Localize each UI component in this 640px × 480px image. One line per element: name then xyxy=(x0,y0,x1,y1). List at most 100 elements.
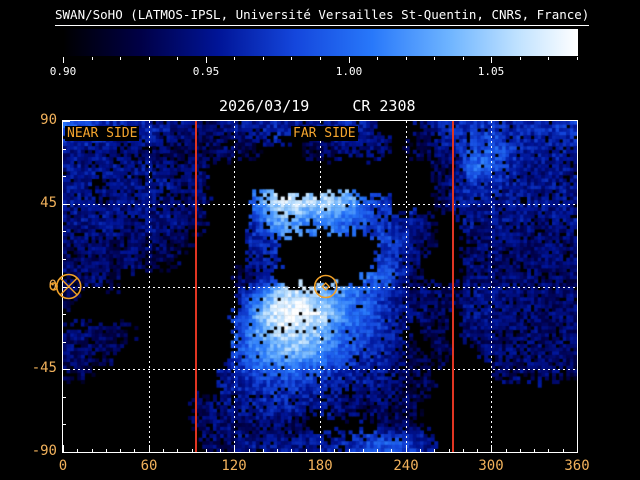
x-axis-minor-tick xyxy=(563,449,564,452)
x-axis-minor-tick xyxy=(477,449,478,452)
colorbar-minor-tick xyxy=(377,57,378,60)
near-far-boundary-line xyxy=(452,121,454,452)
x-axis-minor-tick xyxy=(306,449,307,452)
colorbar-major-tick xyxy=(206,57,207,63)
near-side-label: NEAR SIDE xyxy=(65,126,140,141)
x-axis-minor-tick xyxy=(177,449,178,452)
colorbar-minor-tick xyxy=(320,57,321,60)
x-axis-tick-label: 120 xyxy=(221,458,247,474)
colorbar-major-tick xyxy=(349,57,350,63)
y-axis-minor-tick xyxy=(63,231,66,232)
colorbar-minor-tick xyxy=(463,57,464,60)
y-axis-tick-label: -90 xyxy=(31,443,57,459)
colorbar-minor-tick xyxy=(92,57,93,60)
x-axis-tick-label: 300 xyxy=(478,458,504,474)
x-axis-major-tick xyxy=(63,445,64,452)
y-axis-major-tick xyxy=(63,121,70,122)
y-axis-minor-tick xyxy=(63,342,66,343)
colorbar-minor-tick xyxy=(520,57,521,60)
date-label: 2026/03/19 xyxy=(219,97,310,115)
y-axis-tick-label: -45 xyxy=(31,360,57,376)
colorbar-minor-tick xyxy=(406,57,407,60)
x-gridline xyxy=(491,121,492,452)
y-axis-minor-tick xyxy=(63,397,66,398)
carrington-rotation-label: CR 2308 xyxy=(352,97,416,115)
colorbar-minor-tick xyxy=(577,57,578,60)
x-axis-major-tick xyxy=(234,445,235,452)
colorbar-tick-label: 0.95 xyxy=(192,65,220,78)
x-axis-tick-label: 360 xyxy=(564,458,590,474)
colorbar-minor-tick xyxy=(234,57,235,60)
x-axis-tick-label: 0 xyxy=(58,458,68,474)
x-axis-minor-tick xyxy=(77,449,78,452)
x-axis-minor-tick xyxy=(520,449,521,452)
x-axis-minor-tick xyxy=(220,449,221,452)
y-axis-tick-label: 90 xyxy=(40,112,57,128)
x-axis-minor-tick xyxy=(506,449,507,452)
colorbar-tick-label: 0.90 xyxy=(49,65,77,78)
colorbar-tick-label: 1.05 xyxy=(477,65,505,78)
x-axis-minor-tick xyxy=(134,449,135,452)
x-axis-minor-tick xyxy=(420,449,421,452)
x-axis-minor-tick xyxy=(106,449,107,452)
colorbar-minor-tick xyxy=(177,57,178,60)
map-plot: NEAR SIDE FAR SIDE xyxy=(62,120,578,453)
figure-subtitle: 2026/03/19 CR 2308 xyxy=(219,98,416,115)
x-axis-minor-tick xyxy=(391,449,392,452)
colorbar-major-tick xyxy=(63,57,64,63)
y-axis-major-tick xyxy=(63,287,70,288)
y-axis-minor-tick xyxy=(63,424,66,425)
x-axis-minor-tick xyxy=(277,449,278,452)
y-axis-minor-tick xyxy=(63,314,66,315)
y-axis-major-tick xyxy=(63,204,70,205)
x-axis-minor-tick xyxy=(449,449,450,452)
x-axis-tick-label: 180 xyxy=(307,458,333,474)
x-gridline xyxy=(234,121,235,452)
x-axis-minor-tick xyxy=(363,449,364,452)
colorbar-minor-tick xyxy=(149,57,150,60)
y-axis-tick-label: 0 xyxy=(48,278,57,294)
x-gridline xyxy=(406,121,407,452)
x-axis-tick-label: 240 xyxy=(393,458,419,474)
x-axis-minor-tick xyxy=(263,449,264,452)
y-axis-minor-tick xyxy=(63,259,66,260)
x-axis-minor-tick xyxy=(92,449,93,452)
x-axis-minor-tick xyxy=(349,449,350,452)
x-axis-minor-tick xyxy=(377,449,378,452)
x-axis-minor-tick xyxy=(291,449,292,452)
y-gridline xyxy=(63,204,577,205)
x-axis-minor-tick xyxy=(192,449,193,452)
y-gridline xyxy=(63,369,577,370)
colorbar-tick-label: 1.00 xyxy=(335,65,363,78)
x-axis-minor-tick xyxy=(548,449,549,452)
x-axis-major-tick xyxy=(406,445,407,452)
x-axis-minor-tick xyxy=(534,449,535,452)
far-side-label: FAR SIDE xyxy=(291,126,358,141)
y-axis-minor-tick xyxy=(63,176,66,177)
colorbar-minor-tick xyxy=(434,57,435,60)
y-axis-minor-tick xyxy=(63,149,66,150)
colorbar-minor-tick xyxy=(263,57,264,60)
x-axis-major-tick xyxy=(149,445,150,452)
x-axis-minor-tick xyxy=(206,449,207,452)
near-far-boundary-line xyxy=(195,121,197,452)
x-axis-minor-tick xyxy=(249,449,250,452)
x-axis-minor-tick xyxy=(120,449,121,452)
x-axis-major-tick xyxy=(491,445,492,452)
y-axis-tick-label: 45 xyxy=(40,195,57,211)
x-axis-minor-tick xyxy=(163,449,164,452)
x-gridline xyxy=(149,121,150,452)
y-gridline xyxy=(63,287,577,288)
y-axis-major-tick xyxy=(63,369,70,370)
colorbar-minor-tick xyxy=(291,57,292,60)
x-axis-minor-tick xyxy=(434,449,435,452)
colorbar-major-tick xyxy=(491,57,492,63)
x-axis-major-tick xyxy=(320,445,321,452)
colorbar-minor-tick xyxy=(120,57,121,60)
y-axis-major-tick xyxy=(63,452,70,453)
x-axis-minor-tick xyxy=(334,449,335,452)
x-axis-minor-tick xyxy=(463,449,464,452)
x-axis-tick-label: 60 xyxy=(140,458,158,474)
colorbar xyxy=(63,29,578,56)
